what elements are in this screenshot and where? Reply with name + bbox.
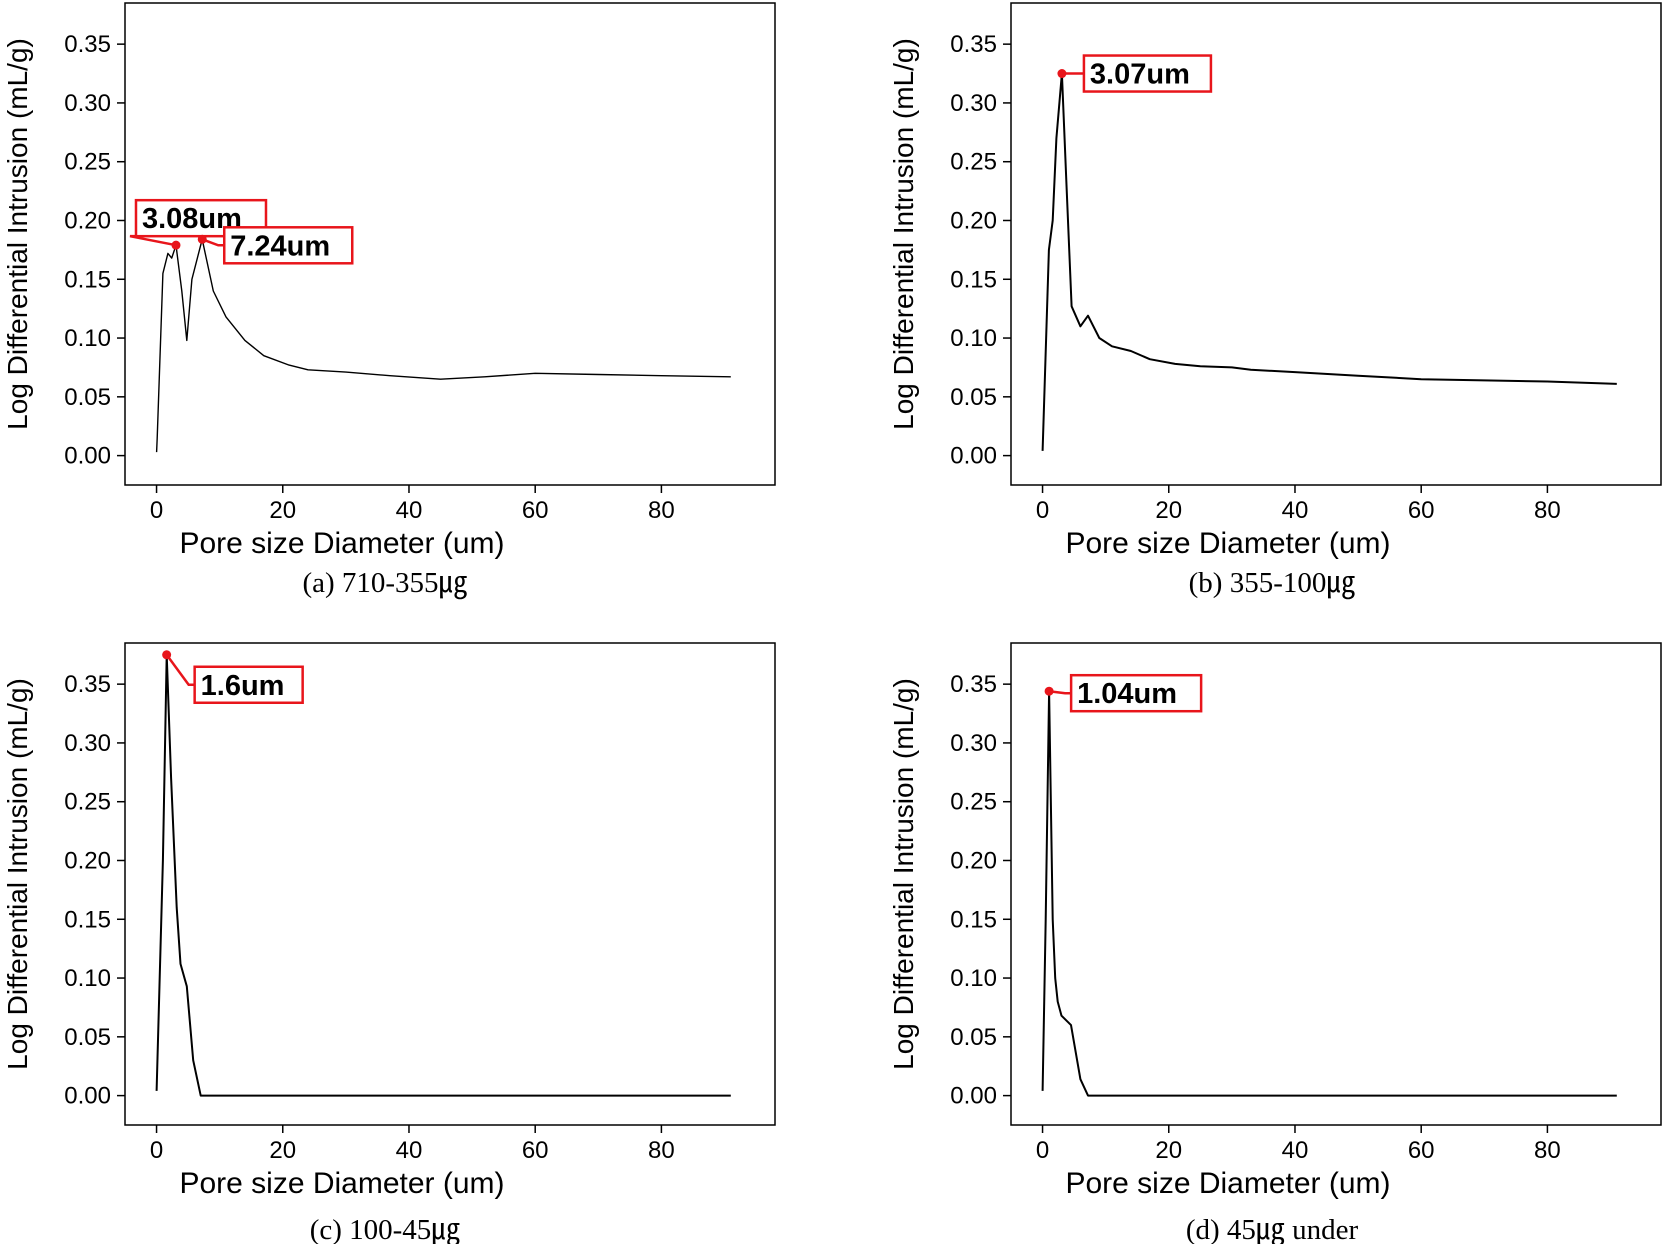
y-tick-label: 0.15 [64, 266, 111, 293]
x-tick-label: 0 [150, 497, 163, 524]
y-tick-label: 0.20 [64, 207, 111, 234]
peak-marker [197, 234, 207, 244]
y-tick-label: 0.10 [950, 325, 997, 352]
peak-annotation: 1.6um [162, 650, 304, 705]
chart-panel-d: 0 20 40 60 80 0.00 0.05 0.10 0.15 0.20 0.25 0.30 0.3… [888, 642, 1662, 1244]
y-tick-label: 0.05 [950, 1024, 997, 1051]
data-series-line [155, 238, 731, 453]
y-axis-label: Log Differential Intrusion (mL/g) [2, 678, 33, 1070]
y-axis-label: Log Differential Intrusion (mL/g) [888, 678, 919, 1070]
y-tick-label: 0.10 [950, 965, 997, 992]
y-tick-label: 0.30 [64, 730, 111, 757]
x-tick-label: 40 [1282, 497, 1309, 524]
y-tick-label: 0.15 [950, 266, 997, 293]
y-tick-label: 0.05 [64, 384, 111, 411]
data-series-line [1041, 72, 1617, 451]
peak-annotation: 3.08um [129, 198, 268, 250]
peak-marker [162, 650, 172, 660]
x-tick-label: 80 [1534, 497, 1561, 524]
annotation-label: 1.6um [201, 670, 285, 702]
panel-caption: (a) 710-355㎍ [302, 567, 467, 599]
annotation-leader [201, 238, 225, 247]
y-tick-label: 0.05 [64, 1024, 111, 1051]
annotation-box [222, 226, 354, 265]
chart-panel-c: 0 20 40 60 80 0.00 0.05 0.10 0.15 0.20 0.25 0.30 0.3… [2, 642, 776, 1244]
x-tick-label: 20 [269, 497, 296, 524]
x-tick-label: 0 [150, 1137, 163, 1164]
x-tick-label: 20 [269, 1137, 296, 1164]
y-axis-label: Log Differential Intrusion (mL/g) [888, 38, 919, 430]
plot-frame [124, 642, 776, 1126]
y-tick-label: 0.10 [64, 325, 111, 352]
annotation-box [193, 665, 304, 705]
plot-frame [1010, 2, 1662, 486]
peak-annotation: 7.24um [197, 226, 354, 265]
x-tick-label: 20 [1155, 497, 1182, 524]
x-tick-label: 40 [1282, 1137, 1309, 1164]
data-series-line [1041, 690, 1617, 1097]
y-tick-label: 0.25 [950, 789, 997, 816]
x-axis-label: Pore size Diameter (um) [179, 1167, 504, 1200]
annotation-leader [1048, 689, 1072, 695]
plot-frame [1010, 642, 1662, 1126]
x-axis-label: Pore size Diameter (um) [179, 527, 504, 560]
y-tick-label: 0.20 [950, 207, 997, 234]
annotation-label: 7.24um [230, 230, 330, 262]
y-tick-label: 0.15 [950, 906, 997, 933]
peak-annotation: 3.07um [1057, 54, 1213, 93]
x-tick-label: 80 [648, 497, 675, 524]
peak-marker [1044, 686, 1054, 696]
y-tick-label: 0.35 [64, 671, 111, 698]
annotation-box [1069, 673, 1203, 713]
annotation-leader [129, 234, 177, 247]
y-tick-label: 0.25 [64, 789, 111, 816]
x-tick-label: 80 [1534, 1137, 1561, 1164]
y-tick-label: 0.05 [950, 384, 997, 411]
panel-caption: (c) 100-45㎍ [310, 1214, 461, 1244]
x-tick-label: 20 [1155, 1137, 1182, 1164]
x-tick-label: 60 [522, 1137, 549, 1164]
chart-panel-a: 0 20 40 60 80 0.00 0.05 0.10 0.15 0.20 0.25 0.30 0.3… [2, 2, 776, 599]
data-series-line [155, 653, 731, 1097]
y-tick-label: 0.00 [64, 1083, 111, 1110]
peak-marker [171, 240, 181, 250]
peak-marker [1057, 69, 1067, 79]
x-axis-label: Pore size Diameter (um) [1065, 527, 1390, 560]
y-tick-label: 0.35 [950, 31, 997, 58]
panel-caption: (b) 355-100㎍ [1189, 567, 1356, 599]
y-tick-label: 0.00 [950, 443, 997, 470]
y-tick-label: 0.10 [64, 965, 111, 992]
peak-annotation: 1.04um [1044, 673, 1203, 713]
annotation-leader [165, 654, 195, 687]
annotation-box [1082, 54, 1213, 93]
y-axis-label: Log Differential Intrusion (mL/g) [2, 38, 33, 430]
annotation-label: 3.07um [1090, 59, 1190, 91]
y-tick-label: 0.20 [64, 847, 111, 874]
y-tick-label: 0.35 [950, 671, 997, 698]
y-tick-label: 0.20 [950, 847, 997, 874]
x-tick-label: 80 [648, 1137, 675, 1164]
x-tick-label: 60 [1408, 1137, 1435, 1164]
x-tick-label: 0 [1036, 1137, 1049, 1164]
y-tick-label: 0.30 [950, 90, 997, 117]
annotation-label: 1.04um [1077, 678, 1177, 710]
y-tick-label: 0.25 [950, 149, 997, 176]
y-tick-label: 0.25 [64, 149, 111, 176]
x-tick-label: 60 [522, 497, 549, 524]
x-tick-label: 40 [396, 497, 423, 524]
x-tick-label: 60 [1408, 497, 1435, 524]
chart-panel-b: 0 20 40 60 80 0.00 0.05 0.10 0.15 0.20 0.25 0.30 0.3… [888, 2, 1662, 599]
y-tick-label: 0.15 [64, 906, 111, 933]
y-tick-label: 0.30 [64, 90, 111, 117]
panel-caption: (d) 45㎍ under [1186, 1214, 1359, 1244]
plot-frame [124, 2, 776, 486]
y-tick-label: 0.00 [950, 1083, 997, 1110]
x-tick-label: 40 [396, 1137, 423, 1164]
y-tick-label: 0.35 [64, 31, 111, 58]
x-tick-label: 0 [1036, 497, 1049, 524]
x-axis-label: Pore size Diameter (um) [1065, 1167, 1390, 1200]
y-tick-label: 0.30 [950, 730, 997, 757]
y-tick-label: 0.00 [64, 443, 111, 470]
